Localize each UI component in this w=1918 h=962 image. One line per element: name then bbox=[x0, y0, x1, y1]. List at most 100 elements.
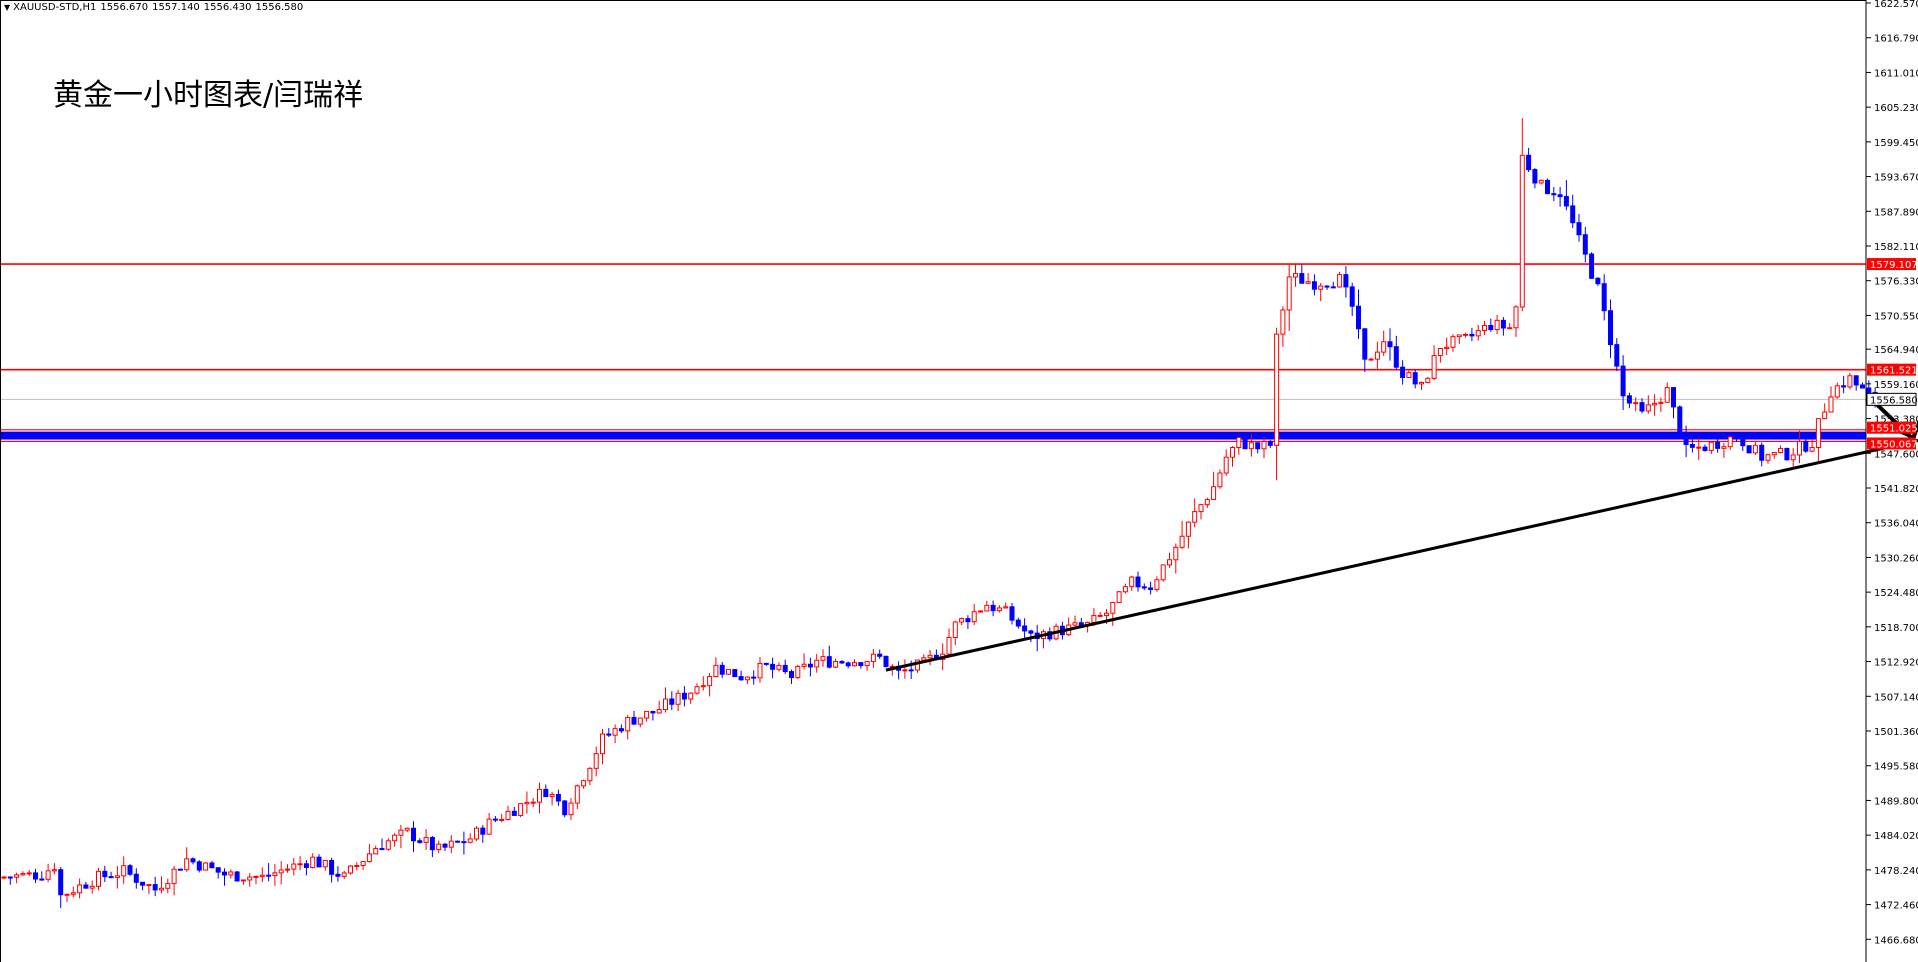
y-tick-label: 1501.360 bbox=[1874, 727, 1918, 738]
candle-body bbox=[826, 656, 832, 668]
candle-body bbox=[1702, 446, 1708, 451]
candle-body bbox=[1129, 576, 1135, 588]
candle-body bbox=[1664, 387, 1670, 403]
candle-body bbox=[1293, 273, 1298, 278]
candle-body bbox=[1318, 285, 1324, 290]
candle-body bbox=[278, 869, 284, 874]
candle-body bbox=[1167, 559, 1172, 566]
candle-body bbox=[1274, 333, 1280, 446]
candle-body bbox=[776, 664, 782, 670]
candle-body bbox=[1337, 274, 1343, 288]
candle-body bbox=[7, 876, 13, 879]
candle-body bbox=[1683, 435, 1689, 445]
candle-body bbox=[1809, 446, 1815, 452]
candle-body bbox=[140, 881, 146, 886]
candle-body bbox=[1526, 154, 1532, 171]
candle-body bbox=[637, 717, 643, 725]
candle-body bbox=[1437, 347, 1443, 357]
candle-body bbox=[1217, 472, 1223, 488]
candle-body bbox=[360, 861, 366, 867]
y-tick-label: 1466.680 bbox=[1874, 935, 1918, 946]
candle-body bbox=[1154, 579, 1160, 590]
y-tick-label: 1593.670 bbox=[1874, 173, 1918, 184]
uptrend-line[interactable] bbox=[885, 355, 1918, 672]
candle-body bbox=[530, 801, 536, 804]
y-tick-label: 1512.920 bbox=[1874, 658, 1918, 669]
candle-body bbox=[1311, 281, 1317, 290]
candle-body bbox=[1305, 281, 1311, 284]
y-tick-label: 1587.890 bbox=[1874, 207, 1918, 218]
candle-body bbox=[285, 868, 290, 871]
candle-body bbox=[618, 728, 624, 732]
candle-body bbox=[820, 656, 826, 661]
candle-body bbox=[1160, 564, 1166, 581]
candle-body bbox=[247, 876, 253, 881]
candle-body bbox=[555, 794, 561, 802]
candle-body bbox=[713, 664, 719, 678]
candle-body bbox=[1771, 452, 1777, 456]
candle-body bbox=[1179, 535, 1185, 548]
candle-body bbox=[335, 873, 341, 877]
candle-body bbox=[1532, 169, 1538, 184]
candle-body bbox=[1614, 344, 1620, 367]
candle-body bbox=[606, 733, 612, 736]
candle-body bbox=[959, 618, 965, 623]
candle-body bbox=[814, 659, 820, 668]
candle-body bbox=[1028, 630, 1034, 634]
candle-body bbox=[303, 863, 309, 868]
candle-body bbox=[864, 661, 870, 667]
candle-body bbox=[1368, 358, 1374, 361]
dropdown-triangle-icon[interactable]: ▼ bbox=[4, 3, 11, 12]
candle-body bbox=[1595, 277, 1601, 285]
candle-body bbox=[152, 884, 158, 891]
candle-body bbox=[839, 661, 845, 664]
candle-body bbox=[1116, 591, 1122, 603]
candle-body bbox=[58, 869, 64, 896]
candle-body bbox=[70, 892, 76, 895]
candle-body bbox=[329, 859, 335, 875]
candle-body bbox=[1582, 234, 1588, 255]
candle-body bbox=[1828, 396, 1834, 413]
candle-body bbox=[203, 862, 209, 871]
y-tick-label: 1605.230 bbox=[1874, 103, 1918, 114]
candle-body bbox=[1141, 586, 1147, 589]
candle-body bbox=[411, 827, 416, 842]
candle-body bbox=[121, 865, 127, 877]
candle-body bbox=[1406, 372, 1412, 378]
candle-body bbox=[291, 863, 297, 870]
y-tick-label: 1559.160 bbox=[1874, 380, 1918, 391]
candle-body bbox=[1790, 454, 1796, 461]
candle-body bbox=[467, 838, 473, 843]
candle-body bbox=[14, 874, 20, 878]
candle-body bbox=[77, 884, 83, 894]
support-band[interactable] bbox=[0, 431, 1866, 440]
candle-body bbox=[732, 669, 738, 678]
price-tag bbox=[1867, 437, 1916, 450]
candle-body bbox=[858, 662, 864, 667]
candle-body bbox=[366, 853, 372, 863]
candle-body bbox=[631, 716, 637, 725]
ohlc-low: 1556.430 bbox=[203, 2, 252, 13]
candle-body bbox=[1513, 306, 1519, 329]
candle-body bbox=[1715, 441, 1721, 449]
candle-body bbox=[1198, 504, 1204, 513]
candle-body bbox=[946, 636, 952, 655]
ohlc-high: 1557.140 bbox=[152, 2, 200, 13]
candle-body bbox=[1450, 336, 1456, 348]
candle-body bbox=[852, 662, 857, 667]
candle-body bbox=[1299, 273, 1305, 284]
candle-body bbox=[524, 801, 530, 805]
candle-body bbox=[587, 767, 593, 782]
candle-body bbox=[89, 885, 95, 889]
candle-body bbox=[1507, 327, 1513, 330]
candle-body bbox=[1620, 365, 1626, 397]
candle-body bbox=[549, 794, 555, 798]
candle-body bbox=[1003, 606, 1009, 609]
candle-body bbox=[442, 843, 448, 848]
candle-body bbox=[310, 856, 316, 868]
candle-body bbox=[83, 884, 89, 889]
candle-body bbox=[272, 872, 278, 877]
candle-body bbox=[1671, 387, 1676, 408]
candle-body bbox=[505, 810, 511, 820]
